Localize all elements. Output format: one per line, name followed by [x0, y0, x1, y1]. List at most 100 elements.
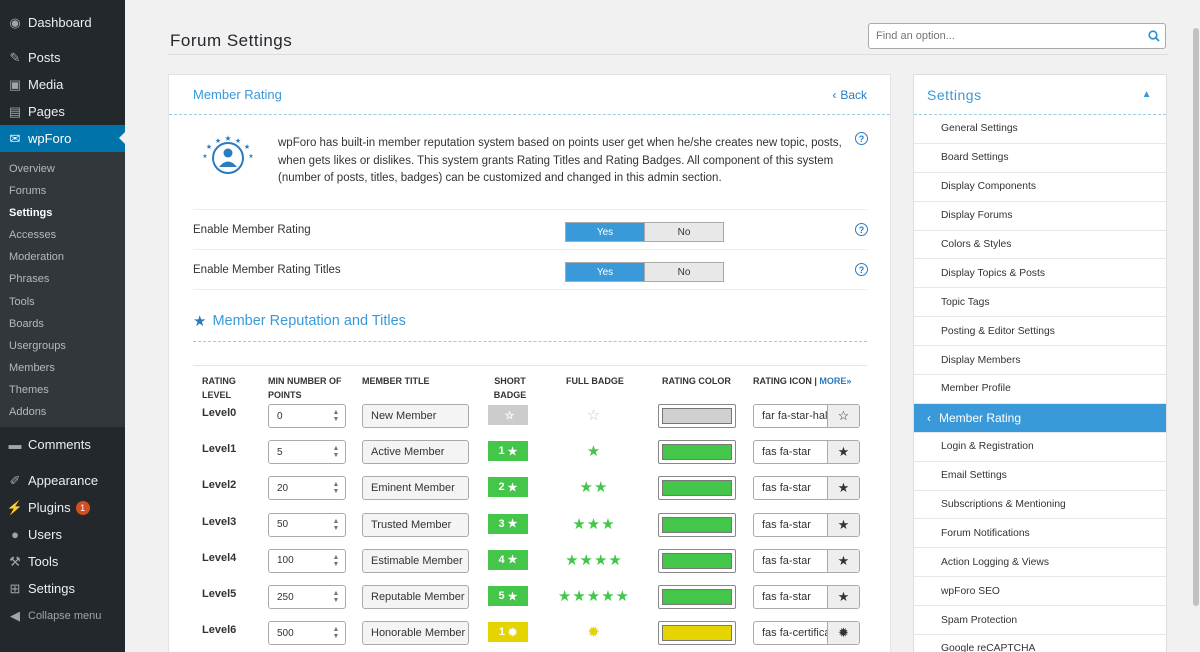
- submenu-item-accesses[interactable]: Accesses: [9, 229, 57, 242]
- more-link[interactable]: MORE»: [819, 376, 852, 386]
- settings-item-member-rating[interactable]: ‹ Member Rating: [914, 403, 1166, 433]
- spinner-icon[interactable]: ▲ ▼: [332, 445, 340, 460]
- rating-icon-input[interactable]: fas fa-star ★: [753, 476, 860, 501]
- settings-item-display-forums[interactable]: Display Forums: [914, 202, 1166, 231]
- settings-item-google-recaptcha[interactable]: Google reCAPTCHA: [914, 635, 1166, 652]
- collapse-arrow-icon: ◀: [10, 607, 20, 623]
- settings-item-display-topics-posts[interactable]: Display Topics & Posts: [914, 259, 1166, 289]
- menu-comments[interactable]: ▬ Comments: [0, 431, 125, 458]
- submenu-item-moderation[interactable]: Moderation: [9, 251, 65, 264]
- rating-color-picker[interactable]: [658, 440, 736, 465]
- menu-posts[interactable]: ✎ Posts: [0, 44, 125, 71]
- points-input[interactable]: 100 ▲ ▼: [268, 548, 346, 573]
- member-title-input[interactable]: Reputable Member: [362, 585, 469, 609]
- points-input[interactable]: 0 ▲ ▼: [268, 404, 346, 428]
- rating-color-picker[interactable]: [658, 621, 736, 646]
- settings-item-label: Display Topics & Posts: [941, 267, 1045, 279]
- settings-item-member-profile[interactable]: Member Profile: [914, 375, 1166, 404]
- submenu-item-addons[interactable]: Addons: [9, 406, 47, 419]
- svg-text:★: ★: [235, 137, 241, 145]
- rating-icon-input[interactable]: fas fa-certificate✹: [753, 621, 860, 646]
- spinner-icon[interactable]: ▲ ▼: [332, 481, 340, 496]
- toggle-yes[interactable]: Yes: [566, 223, 645, 241]
- settings-item-wpforo-seo[interactable]: wpForo SEO: [914, 577, 1166, 607]
- menu-tools[interactable]: ⚒ Tools: [0, 548, 125, 575]
- settings-header[interactable]: Settings ▲: [914, 75, 1166, 115]
- menu-wpforo[interactable]: ✉ wpForo: [0, 125, 126, 152]
- menu-appearance[interactable]: ✐ Appearance: [0, 467, 125, 494]
- submenu-item-usergroups[interactable]: Usergroups: [9, 339, 66, 352]
- points-input[interactable]: 5 ▲ ▼: [268, 440, 346, 465]
- member-title-input[interactable]: Active Member: [362, 440, 469, 465]
- settings-item-subscriptions-mentioning[interactable]: Subscriptions & Mentioning: [914, 491, 1166, 520]
- points-input[interactable]: 500 ▲ ▼: [268, 621, 346, 646]
- settings-item-posting-editor-settings[interactable]: Posting & Editor Settings: [914, 317, 1166, 347]
- spinner-icon[interactable]: ▲ ▼: [332, 517, 340, 532]
- spinner-icon[interactable]: ▲ ▼: [332, 626, 340, 641]
- help-icon[interactable]: ?: [855, 132, 868, 145]
- search-icon[interactable]: [1143, 30, 1165, 42]
- toggle-no[interactable]: No: [645, 223, 723, 241]
- member-title-input[interactable]: Honorable Member: [362, 621, 469, 646]
- menu-media[interactable]: ▣ Media: [0, 71, 125, 98]
- settings-item-email-settings[interactable]: Email Settings: [914, 462, 1166, 491]
- submenu-item-members[interactable]: Members: [9, 361, 55, 374]
- settings-item-login-registration[interactable]: Login & Registration: [914, 433, 1166, 462]
- settings-item-display-members[interactable]: Display Members: [914, 346, 1166, 376]
- rating-color-picker[interactable]: [658, 512, 736, 537]
- svg-text:★: ★: [244, 143, 250, 151]
- rating-icon-input[interactable]: fas fa-star ★: [753, 585, 860, 609]
- scrollbar-thumb[interactable]: [1193, 28, 1199, 606]
- spinner-icon[interactable]: ▲ ▼: [332, 409, 340, 423]
- points-input[interactable]: 250 ▲ ▼: [268, 585, 346, 609]
- full-badge-stars-icon: ★★★★★: [557, 588, 631, 605]
- table-row: Level6 500 ▲ ▼ Honorable Member 1 ✹ ✹ fas fa-cer…: [193, 617, 867, 652]
- submenu-item-themes[interactable]: Themes: [9, 383, 49, 396]
- page-scrollbar[interactable]: [1190, 0, 1200, 652]
- settings-item-action-logging-views[interactable]: Action Logging & Views: [914, 548, 1166, 578]
- submenu-item-settings[interactable]: Settings: [9, 207, 53, 220]
- settings-item-general-settings[interactable]: General Settings: [914, 115, 1166, 144]
- member-title-input[interactable]: Trusted Member: [362, 512, 469, 537]
- collapse-menu-button[interactable]: ◀ Collapse menu: [0, 602, 125, 629]
- rating-icon-input[interactable]: fas fa-star ★: [753, 512, 860, 537]
- member-title-value: Eminent Member: [371, 482, 455, 495]
- rating-color-picker[interactable]: [658, 548, 736, 573]
- spinner-icon[interactable]: ▲ ▼: [332, 553, 340, 568]
- spinner-icon[interactable]: ▲ ▼: [332, 590, 340, 604]
- submenu-item-phrases[interactable]: Phrases: [9, 273, 50, 286]
- member-title-input[interactable]: Estimable Member: [362, 548, 469, 573]
- toggle-no[interactable]: No: [645, 263, 723, 281]
- menu-settings[interactable]: ⊞ Settings: [0, 575, 125, 602]
- member-title-input[interactable]: Eminent Member: [362, 476, 469, 501]
- rating-icon-input[interactable]: fas fa-star ★: [753, 440, 860, 465]
- submenu-item-boards[interactable]: Boards: [9, 317, 44, 330]
- settings-item-display-components[interactable]: Display Components: [914, 173, 1166, 202]
- settings-item-board-settings[interactable]: Board Settings: [914, 144, 1166, 173]
- menu-users[interactable]: ● Users: [0, 521, 125, 548]
- settings-item-topic-tags[interactable]: Topic Tags: [914, 288, 1166, 318]
- member-title-value: Estimable Member: [371, 554, 463, 567]
- settings-item-forum-notifications[interactable]: Forum Notifications: [914, 519, 1166, 549]
- rating-color-picker[interactable]: [658, 476, 736, 501]
- points-input[interactable]: 20 ▲ ▼: [268, 476, 346, 501]
- rating-icon-input[interactable]: far fa-star-half ☆: [753, 404, 860, 428]
- rating-color-picker[interactable]: [658, 585, 736, 609]
- back-link[interactable]: ‹ Back: [832, 88, 867, 102]
- help-icon[interactable]: ?: [855, 223, 868, 236]
- menu-dashboard[interactable]: ◉ Dashboard: [0, 9, 125, 36]
- menu-plugins[interactable]: ⚡ Plugins 1: [0, 494, 125, 521]
- rating-icon-input[interactable]: fas fa-star ★: [753, 548, 860, 573]
- points-input[interactable]: 50 ▲ ▼: [268, 512, 346, 537]
- settings-item-spam-protection[interactable]: Spam Protection: [914, 606, 1166, 636]
- member-title-input[interactable]: New Member: [362, 404, 469, 428]
- rating-color-picker[interactable]: [658, 404, 736, 428]
- search-input[interactable]: [869, 25, 1143, 47]
- menu-pages[interactable]: ▤ Pages: [0, 98, 125, 125]
- settings-item-colors-styles[interactable]: Colors & Styles: [914, 231, 1166, 260]
- toggle-yes[interactable]: Yes: [566, 263, 645, 281]
- submenu-item-overview[interactable]: Overview: [9, 163, 55, 175]
- help-icon[interactable]: ?: [855, 263, 868, 276]
- submenu-item-forums[interactable]: Forums: [9, 185, 47, 198]
- submenu-item-tools[interactable]: Tools: [9, 295, 35, 308]
